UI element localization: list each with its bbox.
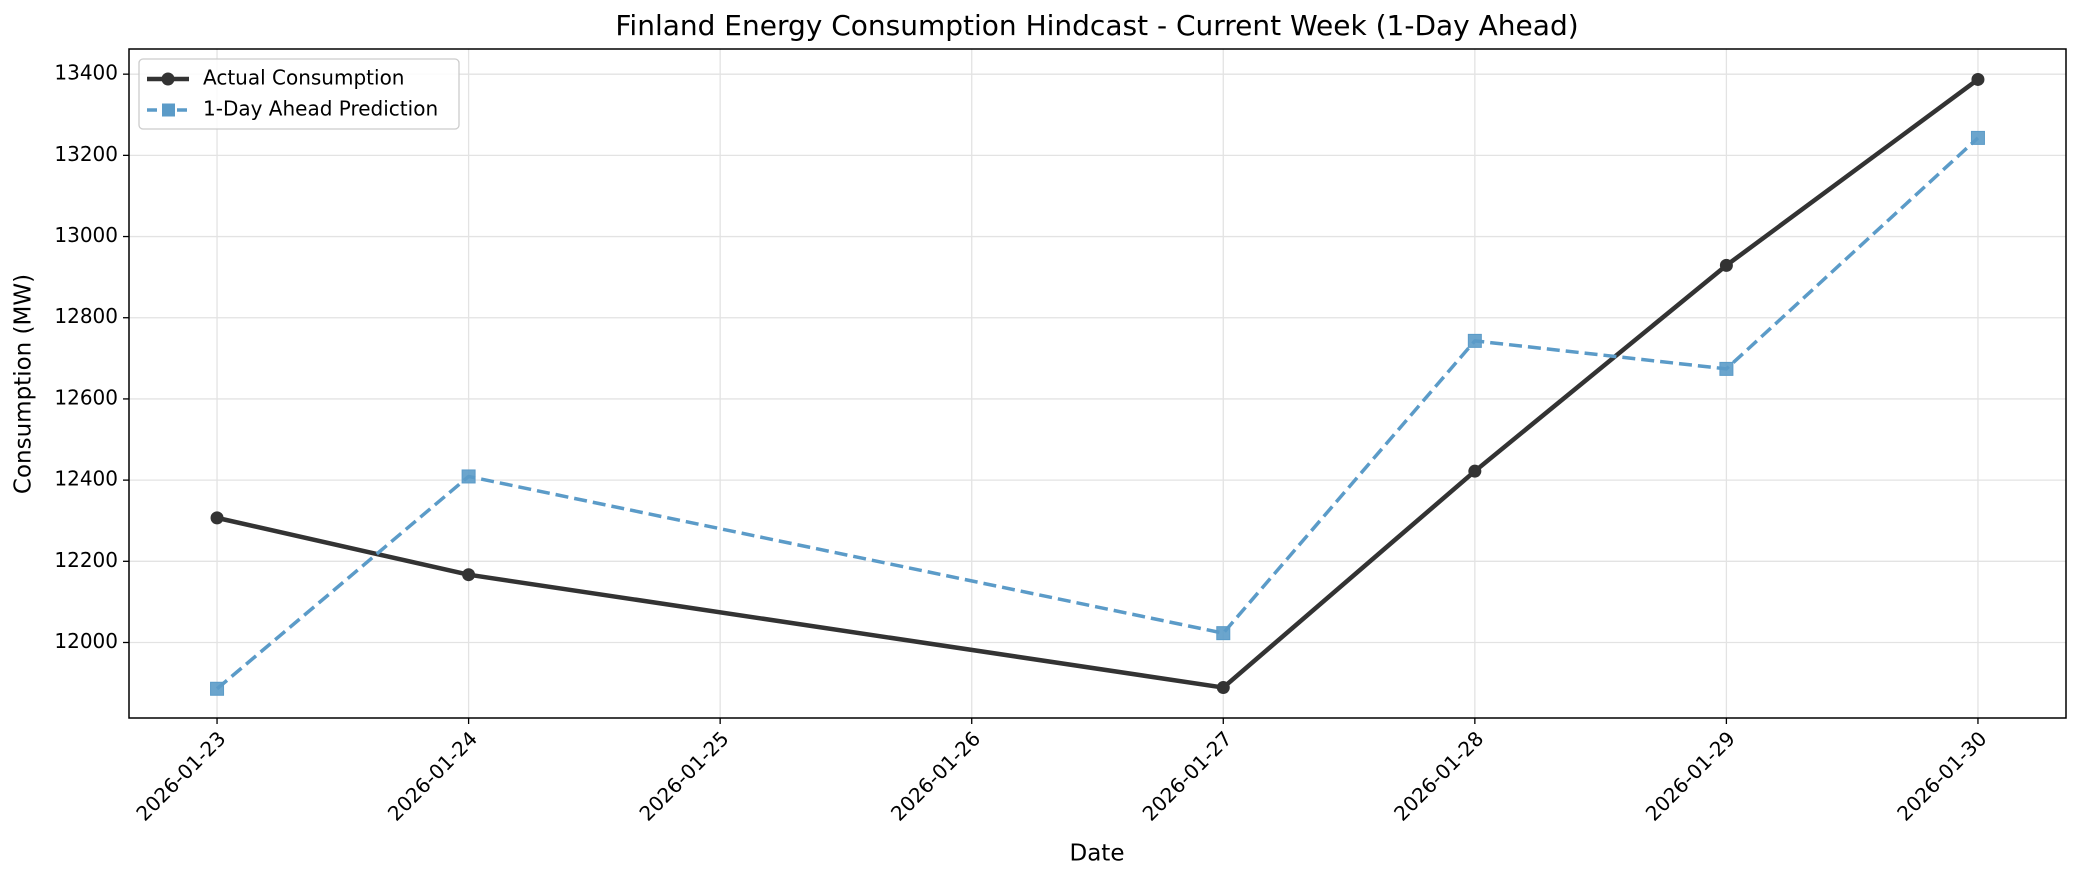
legend-label: Actual Consumption xyxy=(203,66,404,90)
x-axis-label: Date xyxy=(1070,841,1125,867)
y-tick-label: 12200 xyxy=(54,548,118,572)
y-axis-label: Consumption (MW) xyxy=(11,274,37,494)
y-tick-label: 12000 xyxy=(54,629,118,653)
legend-marker xyxy=(161,72,175,86)
legend-marker xyxy=(162,103,175,117)
plot-frame xyxy=(128,48,2067,719)
line xyxy=(216,77,1980,690)
y-tick-label: 12800 xyxy=(54,304,118,328)
series xyxy=(210,130,1985,696)
y-tick-label: 12600 xyxy=(54,385,118,409)
marker xyxy=(461,469,476,484)
y-tick-label: 13000 xyxy=(54,223,118,247)
marker xyxy=(210,681,225,696)
chart-title: Finland Energy Consumption Hindcast - Cu… xyxy=(615,9,1578,42)
marker xyxy=(1468,464,1482,478)
marker xyxy=(1216,626,1231,641)
marker xyxy=(1719,361,1734,376)
marker xyxy=(1970,130,1985,145)
line xyxy=(215,136,1980,691)
marker xyxy=(210,511,224,525)
marker xyxy=(1971,72,1985,86)
y-tick-label: 12400 xyxy=(54,467,118,491)
series xyxy=(210,72,1985,695)
legend-label: 1-Day Ahead Prediction xyxy=(203,97,438,121)
legend-box xyxy=(138,58,460,130)
y-tick-label: 13200 xyxy=(54,142,118,166)
marker xyxy=(1719,258,1733,272)
marker xyxy=(1216,681,1230,695)
marker xyxy=(1467,333,1482,348)
marker xyxy=(462,568,476,582)
y-tick-label: 13400 xyxy=(54,61,118,85)
